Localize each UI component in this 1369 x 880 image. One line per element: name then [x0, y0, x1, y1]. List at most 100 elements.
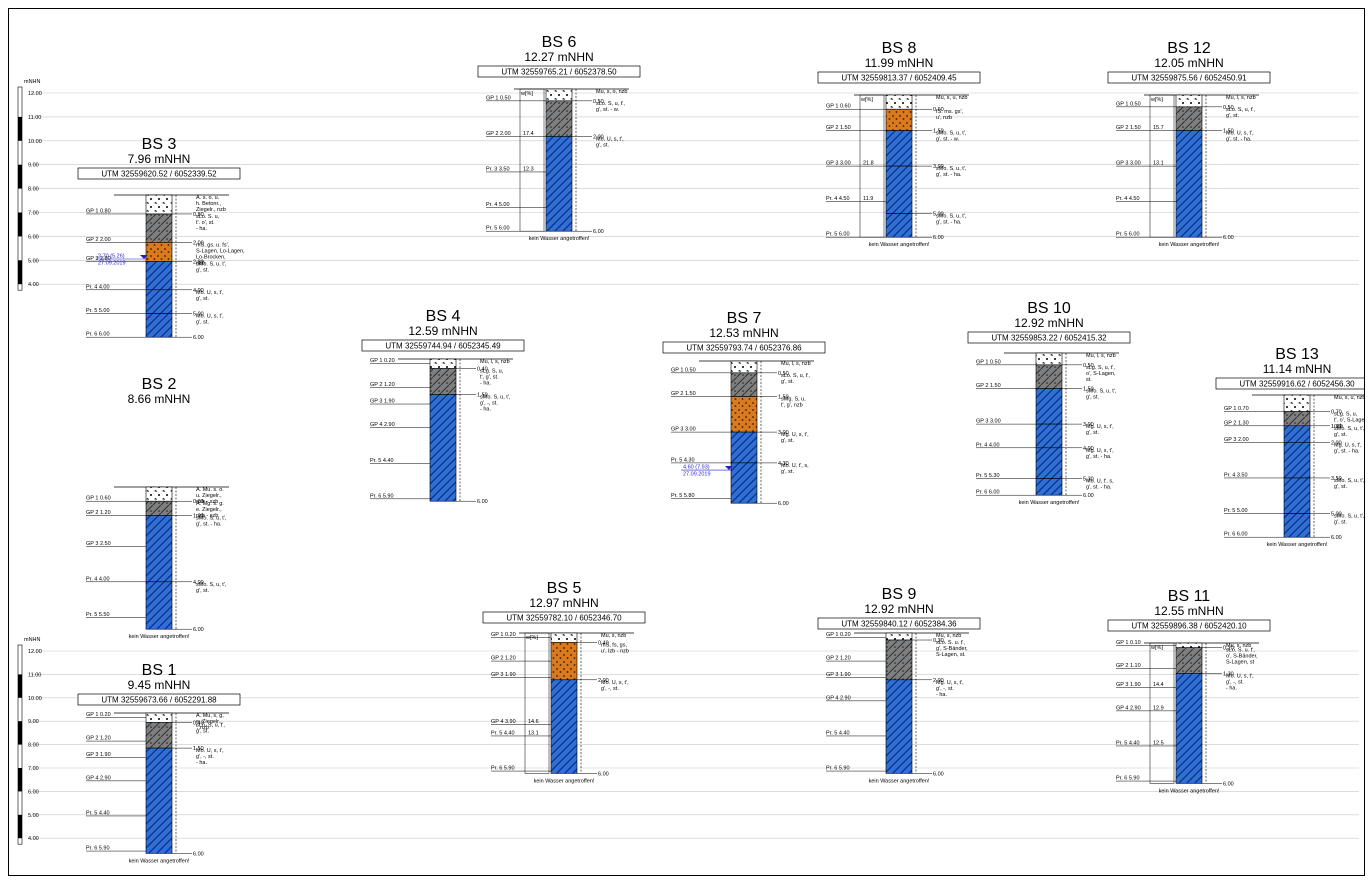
- elevation-axes: mNHN 12.00 11.00 10.00 9.00 8.00 7.00 6.00 5.00 4…: [17, 79, 42, 845]
- layer-depth-label: 6.00: [1083, 493, 1094, 499]
- sample-label: GP 3 3.00: [976, 419, 1001, 425]
- sample-label: GP 1 0.50: [976, 359, 1001, 365]
- borehole-utm: UTM 32559765.21 / 6052378.50: [501, 68, 617, 77]
- soil-layer: [145, 515, 173, 583]
- sample-label: Pr. 5 5.00: [86, 308, 110, 314]
- axis-ruler-segment: [18, 674, 22, 698]
- layer-description: Mo. U, s, t',: [1226, 673, 1254, 679]
- layer-description: Lo-Brocken,: [196, 254, 226, 260]
- soil-layer: [1175, 673, 1203, 784]
- axis-tick-label: 12.00: [28, 649, 42, 655]
- axis-tick-label: 6.00: [28, 789, 39, 795]
- water-content-header: w[%]: [520, 91, 533, 97]
- sample-label: GP 3 3.00: [826, 161, 851, 167]
- soil-layer: [1035, 352, 1063, 366]
- layer-description: - ha.: [196, 760, 207, 766]
- utm-box: [967, 331, 1131, 344]
- layer-depth-label: 5.30: [1083, 477, 1094, 483]
- sample-label: GP 2 1.50: [1116, 125, 1141, 131]
- soil-layer: [1283, 394, 1311, 412]
- borehole-elevation: 11.99 mNHN: [865, 56, 933, 70]
- sample-label: GP 2 1.50: [976, 383, 1001, 389]
- soil-layer: [1283, 442, 1311, 479]
- sample-label: Pr. 4 4.00: [86, 284, 110, 290]
- borehole-bs-8: BS 811.99 mNHN UTM 32559813.37 / 6052409.…: [817, 40, 981, 248]
- soil-layer: [885, 639, 913, 681]
- sample-label: Pr. 5 5.00: [1224, 508, 1248, 514]
- layer-depth-label: 6.00: [778, 501, 789, 507]
- layer-description: sLo. S, u, t',: [781, 373, 810, 379]
- layer-description: g', st.: [196, 267, 209, 273]
- borehole-name: BS 5: [547, 580, 582, 597]
- borehole-elevation: 12.92 mNHN: [1014, 316, 1083, 330]
- soil-layer: [730, 431, 758, 464]
- layer-description: A. Mu, s, g,: [196, 713, 224, 719]
- borehole-utm: UTM 32559840.12 / 6052384.36: [841, 620, 957, 629]
- borehole-elevation: 9.45 mNHN: [128, 678, 191, 692]
- borehole-utm: UTM 32559875.56 / 6052450.91: [1131, 74, 1247, 83]
- axis-tick-label: 7.00: [28, 211, 39, 217]
- layer-description: - ha.: [480, 407, 491, 413]
- groundwater-label: 4.60 (7.93): [683, 465, 710, 471]
- layer-description: o', S-Bänder,: [1226, 654, 1258, 660]
- sample-label: GP 1 0.50: [486, 95, 511, 101]
- layer-depth-label: 2.00: [593, 134, 604, 140]
- axis-ruler-segment: [18, 164, 22, 189]
- drawing-frame: mNHN 12.00 11.00 10.00 9.00 8.00 7.00 6.00 5.00 4…: [8, 8, 1365, 876]
- layer-description: A. s. o. u.: [196, 195, 220, 201]
- layer-description: g', st. - ha.: [1086, 454, 1112, 460]
- layer-depth-label: 0.30: [933, 638, 944, 644]
- layer-description: Mg. U, s, t',: [1086, 448, 1114, 454]
- layer-description: A. Mu. s. o.: [196, 487, 224, 493]
- sample-label: GP 3 1.90: [1116, 682, 1141, 688]
- layer-description: g', S-Bänder,: [936, 646, 968, 652]
- sample-label: Pr. 6 5.90: [86, 846, 110, 852]
- water-content-value: 12.5: [1153, 740, 1164, 746]
- layer-description: Mo. U, s, t',: [196, 290, 224, 296]
- soil-layer: [145, 500, 173, 516]
- layer-description: nzb: [196, 260, 205, 266]
- soil-layer: [550, 632, 578, 643]
- no-water-note: kein Wasser angetroffen!: [529, 236, 590, 242]
- borehole-name: BS 6: [542, 34, 577, 51]
- sample-label: Pr. 4 5.00: [486, 202, 510, 208]
- layer-description: Mg. U, s, t',: [781, 432, 809, 438]
- layer-depth-label: 6.00: [193, 335, 204, 341]
- layer-description: g', st.: [781, 469, 794, 475]
- layer-description: g', st.: [781, 438, 794, 444]
- sample-label: Pr. 5 4.40: [826, 730, 850, 736]
- layer-description: sLo. S. u,: [196, 214, 220, 220]
- axis-tick-label: 5.00: [28, 813, 39, 819]
- borehole-profile-diagram: mNHN 12.00 11.00 10.00 9.00 8.00 7.00 6.00 5.00 4…: [17, 34, 1364, 864]
- layer-depth-label: 4.30: [778, 461, 789, 467]
- layer-depth-label: 5.00: [193, 312, 204, 318]
- layer-depth-label: 0.50: [1083, 363, 1094, 369]
- soil-layer: [730, 462, 758, 504]
- soil-layer: [730, 396, 758, 433]
- axis-ruler-segment: [18, 768, 22, 792]
- layer-description: S-Lagen, Lo-Lagen,: [196, 248, 245, 254]
- borehole-utm: UTM 32559916.62 / 6052456.30: [1239, 380, 1355, 389]
- layer-description: u', nzb: [936, 115, 952, 121]
- layer-depth-label: 3.00: [778, 430, 789, 436]
- sample-label: Pr. 5 5.80: [671, 493, 695, 499]
- layer-depth-label: 2.00: [193, 240, 204, 246]
- layer-depth-label: 6.00: [598, 771, 609, 777]
- soil-layer: [1283, 477, 1311, 514]
- water-content-value: 21.8: [863, 161, 874, 167]
- sample-label: Pr. 6 5.90: [826, 766, 850, 772]
- soil-layer: [429, 368, 457, 395]
- layer-description: sLo. S. u. t',: [936, 640, 965, 646]
- layer-description: sMo. S, u, t',: [196, 582, 227, 588]
- layer-depth-label: 6.00: [193, 627, 204, 633]
- soil-layer: [545, 100, 573, 137]
- sample-label: Pr. 6 6.00: [976, 490, 1000, 496]
- sample-label: GP 4 3.90: [491, 719, 516, 725]
- soil-layer: [429, 394, 457, 502]
- soil-layer: [885, 94, 913, 110]
- axis-tick-label: 4.00: [28, 836, 39, 842]
